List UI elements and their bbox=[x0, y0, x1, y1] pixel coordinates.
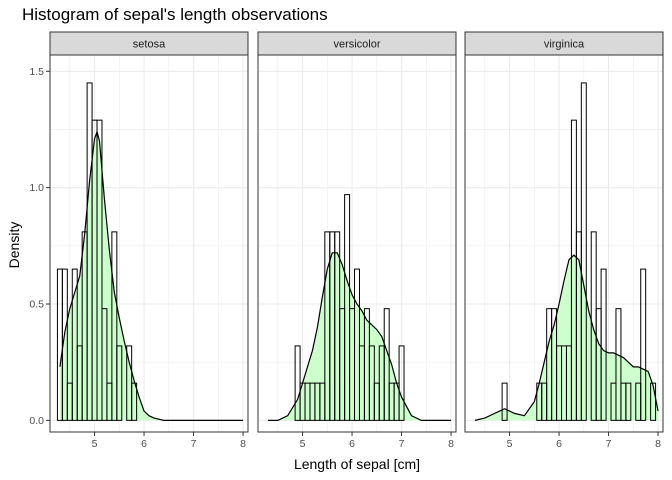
panel-versicolor: versicolor 5 6 7 8 bbox=[257, 31, 457, 450]
histogram-bar bbox=[600, 268, 607, 421]
x-tick-label: 7 bbox=[191, 438, 197, 450]
x-tick-label: 7 bbox=[399, 438, 405, 450]
x-tick-label: 8 bbox=[240, 438, 246, 450]
y-tick-label: 0.0 bbox=[29, 415, 44, 427]
panel-border bbox=[49, 54, 249, 433]
x-tick-label: 5 bbox=[300, 438, 306, 450]
y-axis-title: Density bbox=[6, 222, 22, 269]
strip-label-setosa: setosa bbox=[133, 39, 166, 51]
histogram-bar bbox=[383, 308, 390, 421]
histogram-bar bbox=[354, 268, 360, 421]
histogram-bar bbox=[580, 82, 587, 421]
density-line-setosa bbox=[59, 129, 244, 421]
histogram-bar bbox=[501, 382, 508, 421]
histogram-bar bbox=[71, 268, 78, 421]
y-tick-label: 0.5 bbox=[29, 299, 44, 311]
histogram-bar bbox=[640, 268, 647, 421]
x-tick-label: 7 bbox=[606, 438, 612, 450]
histogram-bar bbox=[344, 194, 351, 421]
y-tick-label: 1.5 bbox=[29, 66, 44, 78]
panel-border bbox=[464, 54, 664, 433]
density-area-setosa bbox=[59, 131, 244, 421]
x-axis-title: Length of sepal [cm] bbox=[294, 456, 420, 472]
histogram-bar bbox=[131, 382, 138, 421]
density-area-virginica bbox=[474, 255, 659, 421]
panel-virginica: virginica 5 6 7 8 bbox=[464, 31, 664, 450]
histogram-bar bbox=[61, 268, 68, 421]
histogram-bar bbox=[116, 345, 123, 421]
histogram-bar bbox=[101, 308, 108, 421]
chart-title: Histogram of sepal's length observations bbox=[22, 5, 328, 24]
panel-border bbox=[257, 54, 457, 433]
histogram-bar bbox=[398, 345, 405, 421]
panel-setosa: setosa 5 6 7 8 0.0 0.5 1.0 1.5 bbox=[29, 31, 249, 450]
x-tick-label: 5 bbox=[92, 438, 98, 450]
strip-label-versicolor: versicolor bbox=[333, 39, 380, 51]
density-line-virginica bbox=[474, 254, 659, 421]
histogram-bar bbox=[650, 382, 657, 421]
x-tick-label: 8 bbox=[655, 438, 661, 450]
x-tick-label: 8 bbox=[448, 438, 454, 450]
x-tick-label: 6 bbox=[556, 438, 562, 450]
y-tick-label: 1.0 bbox=[29, 182, 44, 194]
x-tick-label: 5 bbox=[507, 438, 513, 450]
strip-label-virginica: virginica bbox=[544, 39, 585, 51]
x-tick-label: 6 bbox=[141, 438, 147, 450]
histogram-bar bbox=[111, 231, 118, 421]
histogram-bar bbox=[625, 382, 632, 421]
x-tick-label: 6 bbox=[349, 438, 355, 450]
histogram-bar bbox=[615, 308, 622, 421]
density-line-versicolor bbox=[267, 252, 452, 421]
histogram-bar bbox=[96, 119, 103, 421]
